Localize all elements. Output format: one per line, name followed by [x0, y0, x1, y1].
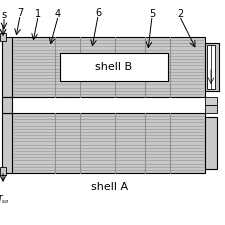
- Text: 4: 4: [55, 9, 61, 19]
- Text: shell A: shell A: [91, 182, 128, 192]
- Bar: [205, 97, 217, 105]
- Bar: [2, 97, 12, 113]
- Text: $T_{so}$: $T_{so}$: [0, 193, 9, 205]
- Bar: [2, 37, 12, 97]
- Bar: [205, 43, 219, 91]
- Text: 1: 1: [35, 9, 41, 19]
- Text: 6: 6: [95, 8, 101, 18]
- Text: 5: 5: [149, 9, 155, 19]
- Bar: [0, 167, 6, 175]
- Text: s: s: [1, 10, 7, 20]
- Text: 7: 7: [17, 8, 23, 18]
- Bar: [60, 53, 168, 81]
- Bar: [2, 113, 12, 173]
- Bar: [205, 105, 217, 113]
- Bar: [12, 113, 205, 173]
- Text: 2: 2: [177, 9, 183, 19]
- Bar: [0, 33, 6, 41]
- Bar: [207, 45, 215, 89]
- Bar: [12, 37, 205, 97]
- Text: shell B: shell B: [95, 62, 133, 72]
- Bar: [205, 117, 217, 169]
